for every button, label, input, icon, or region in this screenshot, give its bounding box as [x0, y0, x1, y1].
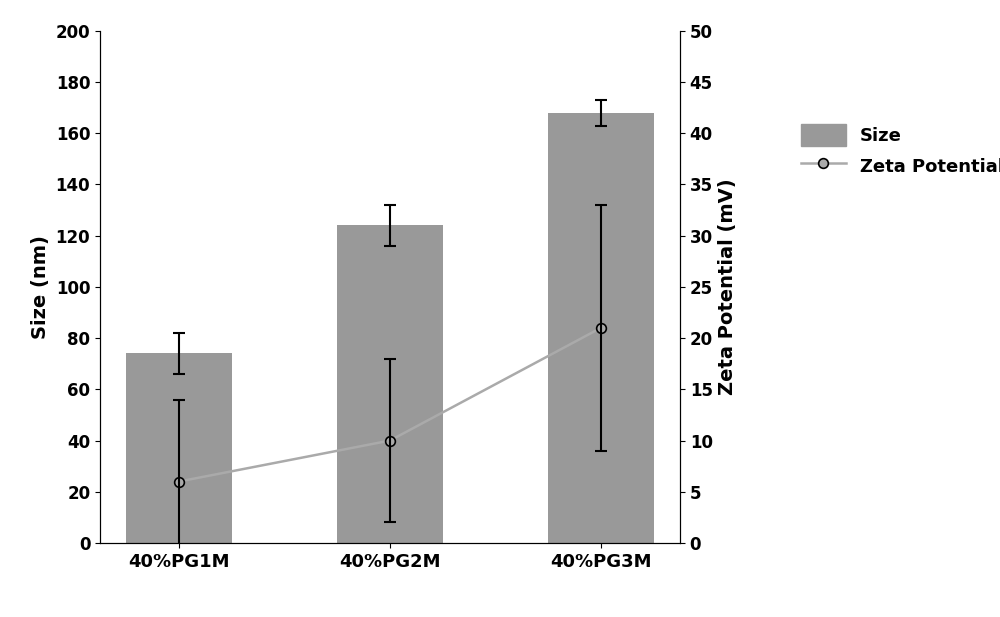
- Y-axis label: Size (nm): Size (nm): [31, 235, 50, 339]
- Bar: [548, 113, 654, 543]
- Legend: Size, Zeta Potential: Size, Zeta Potential: [793, 117, 1000, 184]
- Bar: [337, 225, 443, 543]
- Bar: [126, 354, 232, 543]
- Y-axis label: Zeta Potential (mV): Zeta Potential (mV): [718, 178, 737, 395]
